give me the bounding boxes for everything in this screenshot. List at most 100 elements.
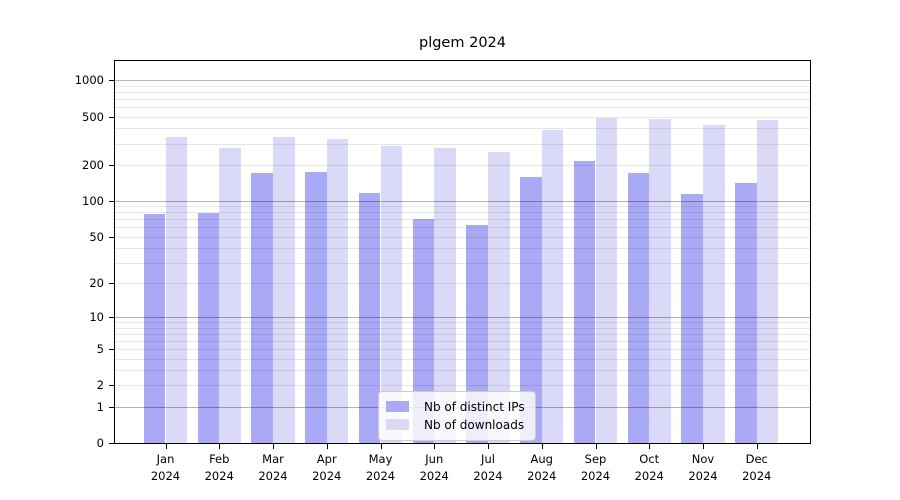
x-tick-year: 2024 xyxy=(365,468,396,483)
bar-may-distinct-ips xyxy=(358,193,381,443)
x-tick-mark xyxy=(756,444,758,449)
x-tick-month: Jan xyxy=(156,452,175,466)
bar-oct-distinct-ips xyxy=(627,172,650,443)
y-tick-label: 1000 xyxy=(74,73,104,88)
y-tick-mark xyxy=(109,443,114,444)
x-tick-month: Jul xyxy=(481,452,495,466)
bar-jul-distinct-ips xyxy=(466,224,488,443)
y-tick-label: 10 xyxy=(89,310,104,325)
x-tick-label-dec: Dec 2024 xyxy=(727,451,787,484)
y-tick-mark xyxy=(109,164,114,166)
y-tick-label: 0 xyxy=(96,436,104,450)
x-tick-mark xyxy=(326,444,328,449)
x-tick-year: 2024 xyxy=(204,468,234,483)
y-tick-label: 500 xyxy=(82,109,104,124)
bar-aug-downloads xyxy=(541,129,564,443)
bar-jun-distinct-ips xyxy=(412,218,435,443)
y-tick-label: 2 xyxy=(96,378,104,393)
bar-nov-distinct-ips xyxy=(681,194,703,443)
bars-layer xyxy=(115,61,810,443)
x-tick-month: Jun xyxy=(425,452,444,466)
chart-title: plgem 2024 xyxy=(419,35,506,51)
y-tick-mark xyxy=(109,317,114,319)
bar-jun-downloads xyxy=(434,148,456,443)
x-tick-mark xyxy=(380,444,382,449)
y-tick-label: 5 xyxy=(96,341,104,356)
x-tick-mark xyxy=(595,444,597,449)
bar-apr-downloads xyxy=(326,139,349,443)
y-tick-label: 20 xyxy=(89,276,104,291)
bar-jan-downloads xyxy=(165,136,188,443)
x-tick-month: Feb xyxy=(209,452,230,466)
x-tick-year: 2024 xyxy=(527,468,557,483)
y-tick-mark xyxy=(109,406,114,408)
plot-area: Nb of distinct IPs Nb of downloads xyxy=(114,60,811,444)
x-tick-label-mar: Mar 2024 xyxy=(243,451,303,484)
bar-dec-distinct-ips xyxy=(735,182,757,443)
x-tick-label-sep: Sep 2024 xyxy=(566,451,626,484)
x-tick-mark xyxy=(165,444,167,449)
bar-may-downloads xyxy=(380,145,403,443)
x-tick-label-feb: Feb 2024 xyxy=(189,451,249,484)
legend: Nb of distinct IPs Nb of downloads xyxy=(378,391,536,441)
x-tick-month: Dec xyxy=(745,452,768,466)
bar-sep-downloads xyxy=(595,117,618,443)
bar-apr-distinct-ips xyxy=(305,172,327,443)
x-tick-label-oct: Oct 2024 xyxy=(619,451,679,484)
x-tick-label-jul: Jul 2024 xyxy=(458,451,518,484)
bar-nov-downloads xyxy=(703,124,725,443)
y-tick-mark xyxy=(109,80,114,82)
x-tick-year: 2024 xyxy=(688,468,718,483)
legend-swatch-downloads xyxy=(386,419,409,430)
x-tick-month: Nov xyxy=(691,452,715,466)
x-tick-mark xyxy=(488,444,489,449)
legend-swatch-distinct-ips xyxy=(386,401,409,412)
bar-mar-downloads xyxy=(273,137,295,443)
bar-sep-distinct-ips xyxy=(573,160,596,443)
bar-feb-distinct-ips xyxy=(197,213,220,443)
x-tick-label-nov: Nov 2024 xyxy=(673,451,733,484)
y-tick-mark xyxy=(109,348,114,350)
bar-oct-downloads xyxy=(649,118,671,443)
x-tick-year: 2024 xyxy=(473,468,503,483)
bar-jul-downloads xyxy=(488,151,510,443)
y-tick-label: 100 xyxy=(82,193,104,208)
x-tick-mark xyxy=(703,444,704,449)
x-tick-mark xyxy=(219,444,221,449)
x-tick-label-jan: Jan 2024 xyxy=(136,451,196,484)
bar-aug-distinct-ips xyxy=(520,177,542,443)
x-tick-label-may: May 2024 xyxy=(351,451,411,484)
x-tick-month: Mar xyxy=(262,452,284,466)
bar-jan-distinct-ips xyxy=(143,213,166,443)
x-tick-label-jun: Jun 2024 xyxy=(404,451,464,484)
x-tick-mark xyxy=(273,444,274,449)
x-tick-month: Aug xyxy=(530,452,553,466)
bar-mar-distinct-ips xyxy=(251,172,273,443)
x-tick-mark xyxy=(649,444,651,449)
y-tick-mark xyxy=(109,200,114,202)
x-tick-mark xyxy=(541,444,543,449)
bar-feb-downloads xyxy=(219,148,241,443)
x-tick-month: Sep xyxy=(584,452,607,466)
legend-item-downloads: Nb of downloads xyxy=(386,416,525,433)
x-tick-year: 2024 xyxy=(419,468,449,483)
x-tick-mark xyxy=(434,444,436,449)
x-tick-month: Oct xyxy=(639,452,660,466)
x-tick-month: May xyxy=(368,452,393,466)
legend-item-distinct-ips: Nb of distinct IPs xyxy=(386,398,525,415)
y-tick-mark xyxy=(109,283,114,285)
x-tick-label-apr: Apr 2024 xyxy=(297,451,357,484)
y-tick-mark xyxy=(109,236,114,238)
y-tick-label: 50 xyxy=(89,229,104,244)
x-tick-label-aug: Aug 2024 xyxy=(512,451,572,484)
x-tick-year: 2024 xyxy=(258,468,288,483)
legend-label-distinct-ips: Nb of distinct IPs xyxy=(424,399,525,414)
y-tick-label: 200 xyxy=(82,157,104,172)
y-tick-mark xyxy=(109,116,114,118)
x-tick-year: 2024 xyxy=(580,468,611,483)
x-tick-year: 2024 xyxy=(742,468,772,483)
legend-label-downloads: Nb of downloads xyxy=(424,417,525,432)
x-tick-year: 2024 xyxy=(312,468,342,483)
x-tick-month: Apr xyxy=(316,452,337,466)
